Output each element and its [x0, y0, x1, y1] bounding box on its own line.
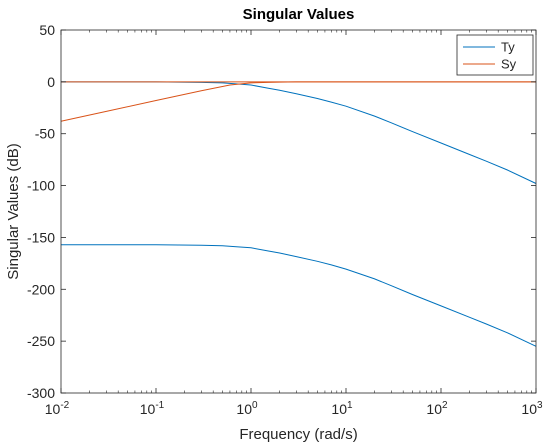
chart-title: Singular Values: [243, 6, 355, 23]
y-tick-label: 0: [47, 74, 55, 90]
legend-label-ty: Ty: [501, 40, 515, 55]
x-tick-label: 10-2: [45, 400, 70, 417]
plot-background: [61, 30, 536, 393]
y-tick-label: -100: [27, 178, 55, 194]
series-ty-line-1: [61, 81, 537, 184]
x-tick-label: 10-1: [140, 400, 165, 417]
legend-box: [456, 34, 534, 76]
series-sy-line-2: [60, 81, 536, 122]
x-tick-label: 100: [236, 400, 258, 417]
series-ty-line-2: [61, 244, 537, 347]
y-tick-label: 50: [39, 22, 55, 38]
plot-area: 10-2 10-1 100 101 102 103 50 0 -50 -100 -150 -200 -…: [27, 22, 543, 417]
x-tick-label: 102: [426, 400, 448, 417]
y-tick-label: -200: [27, 281, 55, 297]
y-axis-label: Singular Values (dB): [5, 143, 22, 279]
y-tick-label: -150: [27, 229, 55, 245]
y-axis-ticks: 50 0 -50 -100 -150 -200 -250 -300: [27, 22, 536, 401]
y-tick-label: -50: [35, 126, 55, 142]
x-axis-label: Frequency (rad/s): [239, 426, 357, 443]
x-tick-label: 101: [331, 400, 353, 417]
plot-frame: [60, 29, 537, 394]
x-axis-ticks: 10-2 10-1 100 101 102 103: [45, 30, 543, 417]
series-layer: [60, 81, 537, 347]
legend-label-sy: Sy: [501, 57, 517, 72]
y-tick-label: -250: [27, 333, 55, 349]
legend[interactable]: Ty Sy: [456, 34, 534, 76]
y-tick-label: -300: [27, 385, 55, 401]
x-tick-label: 103: [521, 400, 543, 417]
